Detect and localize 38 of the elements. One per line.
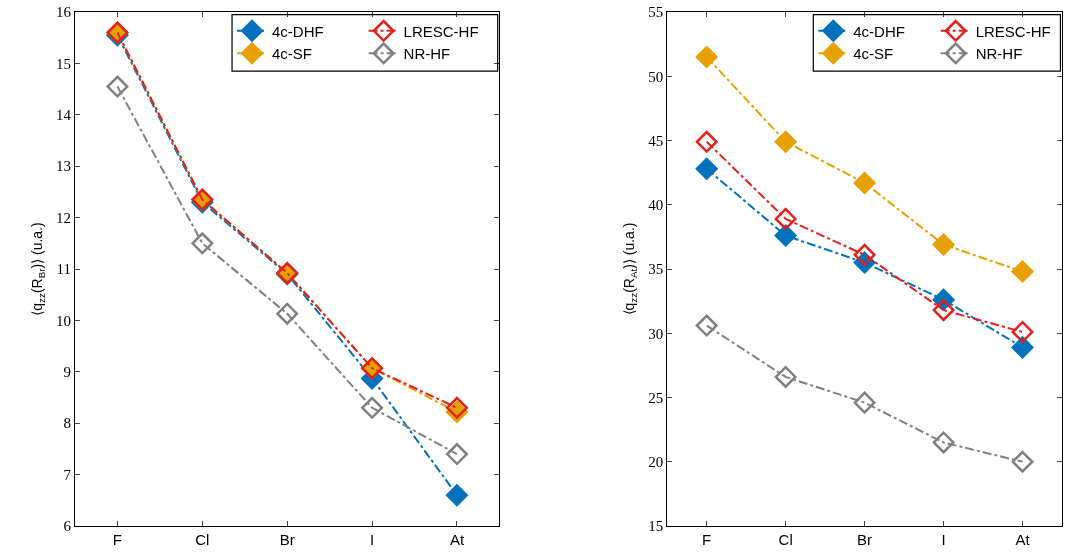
y-tick-label: 6: [63, 518, 72, 535]
x-tick-label: At: [449, 531, 465, 548]
y-tick-label: 13: [56, 158, 71, 175]
y-tick-label: 25: [648, 389, 664, 406]
y-tick-label: 20: [648, 454, 664, 470]
legend-label: LRESC-HF: [403, 22, 479, 40]
x-tick-label: I: [370, 531, 375, 548]
y-tick-label: 15: [56, 55, 71, 72]
y-tick-label: 16: [56, 4, 72, 21]
legend-label: 4c-SF: [272, 45, 313, 63]
legend-label: NR-HF: [403, 45, 451, 63]
y-tick-label: 50: [648, 68, 664, 85]
y-tick-label: 55: [648, 4, 664, 21]
y-tick-label: 9: [63, 364, 71, 381]
x-tick-label: Br: [857, 531, 873, 548]
x-tick-label: F: [702, 531, 712, 548]
x-tick-label: Cl: [195, 531, 210, 548]
y-tick-label: 12: [56, 209, 71, 226]
x-tick-label: Cl: [778, 531, 793, 548]
legend-label: LRESC-HF: [975, 22, 1051, 40]
x-tick-label: I: [941, 531, 946, 548]
y-tick-label: 15: [648, 518, 664, 535]
y-tick-label: 45: [648, 132, 664, 149]
y-tick-label: 10: [56, 312, 71, 329]
y-tick-label: 14: [56, 107, 72, 124]
y-tick-label: 35: [648, 261, 664, 278]
y-tick-label: 30: [648, 325, 664, 342]
x-tick-label: Br: [279, 531, 295, 548]
legend-label: 4c-DHF: [853, 22, 905, 40]
y-tick-label: 11: [56, 261, 71, 278]
x-tick-label: At: [1015, 531, 1031, 548]
legend-label: 4c-DHF: [272, 22, 324, 40]
y-tick-label: 7: [63, 466, 72, 483]
x-tick-label: F: [112, 531, 123, 548]
legend-label: 4c-SF: [853, 45, 894, 63]
y-tick-label: 40: [648, 197, 664, 213]
y-tick-label: 8: [63, 415, 71, 432]
legend-label: NR-HF: [975, 45, 1023, 63]
